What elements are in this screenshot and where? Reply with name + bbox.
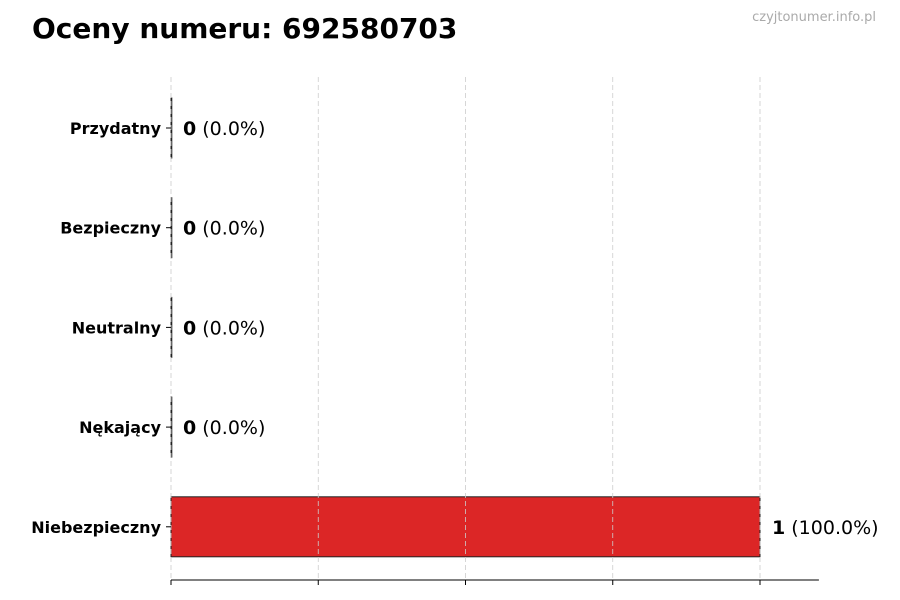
y-tick-label-3: Nękający bbox=[79, 418, 161, 437]
data-label-percent: (0.0%) bbox=[196, 218, 265, 240]
y-tick-label-0: Przydatny bbox=[70, 119, 162, 138]
data-label-3: 0 (0.0%) bbox=[183, 417, 265, 439]
data-label-value: 1 bbox=[772, 517, 785, 539]
y-tick-label-4: Niebezpieczny bbox=[31, 518, 161, 537]
data-label-value: 0 bbox=[183, 317, 196, 339]
data-label-2: 0 (0.0%) bbox=[183, 317, 265, 339]
data-label-value: 0 bbox=[183, 417, 196, 439]
y-tick-label-2: Neutralny bbox=[72, 318, 162, 337]
data-label-1: 0 (0.0%) bbox=[183, 218, 265, 240]
data-label-0: 0 (0.0%) bbox=[183, 118, 265, 140]
data-label-4: 1 (100.0%) bbox=[772, 517, 879, 539]
data-label-percent: (0.0%) bbox=[196, 317, 265, 339]
data-label-percent: (0.0%) bbox=[196, 118, 265, 140]
y-tick-label-1: Bezpieczny bbox=[60, 219, 161, 238]
data-label-percent: (0.0%) bbox=[196, 417, 265, 439]
data-label-value: 0 bbox=[183, 218, 196, 240]
data-label-value: 0 bbox=[183, 118, 196, 140]
chart-title: Oceny numeru: 692580703 bbox=[32, 12, 458, 45]
data-label-percent: (100.0%) bbox=[785, 517, 878, 539]
watermark: czyjtonumer.info.pl bbox=[752, 10, 876, 25]
